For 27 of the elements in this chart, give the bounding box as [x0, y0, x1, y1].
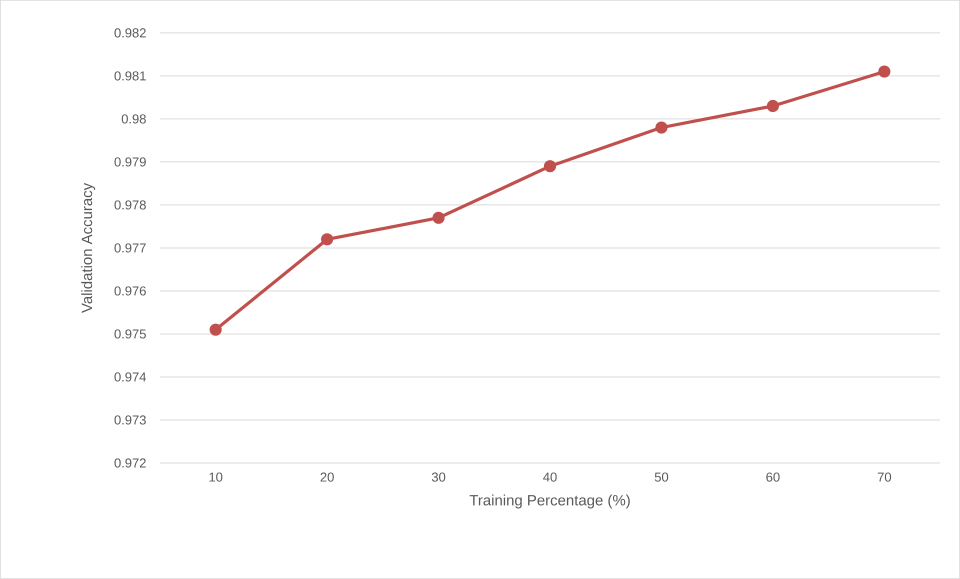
y-tick-label: 0.98	[122, 114, 146, 124]
point	[878, 66, 890, 78]
y-tick-label: 0.978	[114, 200, 146, 210]
y-tick-label: 0.972	[114, 458, 146, 468]
x-tick-label: 50	[654, 472, 668, 482]
y-tick-label: 0.975	[114, 329, 146, 339]
x-tick-label: 40	[543, 472, 557, 482]
x-tick-label: 30	[432, 472, 446, 482]
point	[655, 121, 668, 134]
y-tick-label: 0.979	[114, 157, 146, 167]
x-tick-label: 70	[878, 472, 892, 482]
x-tick-label: 20	[320, 472, 334, 482]
y-tick-label: 0.976	[114, 286, 146, 296]
point	[210, 324, 222, 336]
x-axis-title: Training Percentage (%)	[470, 494, 630, 508]
y-tick-label: 0.974	[114, 372, 146, 382]
y-axis-title: Validation Accuracy	[81, 182, 96, 314]
point	[321, 233, 334, 246]
y-tick-label: 0.977	[114, 243, 146, 253]
x-tick-label: 60	[766, 472, 780, 482]
point	[432, 212, 445, 224]
y-tick-label: 0.982	[114, 28, 146, 38]
point	[766, 100, 779, 112]
point	[544, 160, 556, 172]
y-tick-label: 0.973	[114, 415, 146, 425]
y-tick-label: 0.981	[114, 71, 146, 81]
x-tick-label: 10	[209, 472, 222, 482]
